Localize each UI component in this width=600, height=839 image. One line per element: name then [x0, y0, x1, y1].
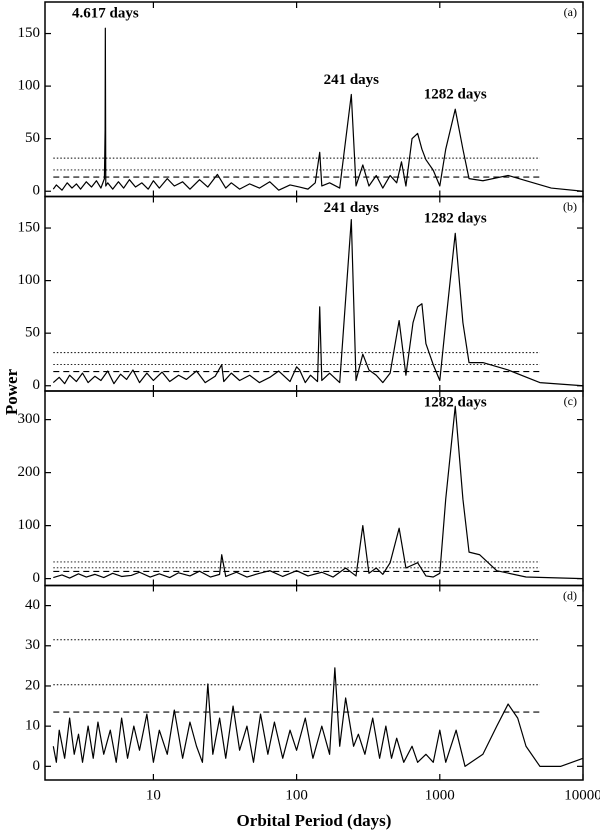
y-tick-label: 100	[18, 272, 41, 288]
panel-label: (d)	[563, 588, 577, 602]
x-tick-label: 10000	[564, 787, 600, 803]
y-tick-label: 10	[25, 718, 40, 734]
peak-annotation: 241 days	[324, 72, 380, 88]
y-tick-label: 50	[25, 325, 40, 341]
y-tick-label: 100	[18, 78, 41, 94]
x-axis-label: Orbital Period (days)	[237, 811, 392, 830]
y-tick-label: 0	[33, 570, 41, 586]
power-curve	[52, 27, 584, 192]
panel-label: (a)	[564, 5, 577, 19]
y-axis-label: Power	[2, 368, 21, 415]
y-tick-label: 150	[18, 25, 41, 41]
y-tick-label: 30	[25, 637, 40, 653]
y-tick-label: 0	[33, 377, 41, 393]
peak-annotation: 241 days	[324, 200, 380, 216]
panel-label: (c)	[564, 394, 577, 408]
panel-frame	[44, 1, 584, 198]
y-tick-label: 50	[25, 130, 40, 146]
y-tick-label: 40	[25, 597, 40, 613]
panel-label: (b)	[563, 199, 577, 213]
power-curve	[53, 405, 584, 580]
y-tick-label: 200	[18, 464, 41, 480]
peak-annotation: 1282 days	[424, 394, 487, 410]
power-curve	[52, 667, 584, 767]
x-tick-label: 1000	[425, 787, 455, 803]
peak-annotation: 4.617 days	[72, 6, 139, 22]
power-curve	[52, 219, 584, 387]
peak-annotation: 1282 days	[424, 87, 487, 103]
x-tick-label: 100	[285, 787, 308, 803]
panel-frame	[44, 195, 584, 392]
panel-frame	[44, 390, 584, 587]
y-tick-label: 150	[18, 219, 41, 235]
y-tick-label: 0	[33, 758, 41, 774]
peak-annotation: 1282 days	[424, 211, 487, 227]
y-tick-label: 100	[18, 517, 41, 533]
panel-frame	[44, 584, 584, 781]
y-tick-label: 0	[33, 183, 41, 199]
y-tick-label: 20	[25, 677, 40, 693]
x-tick-label: 10	[146, 787, 161, 803]
y-tick-label: 300	[18, 411, 41, 427]
